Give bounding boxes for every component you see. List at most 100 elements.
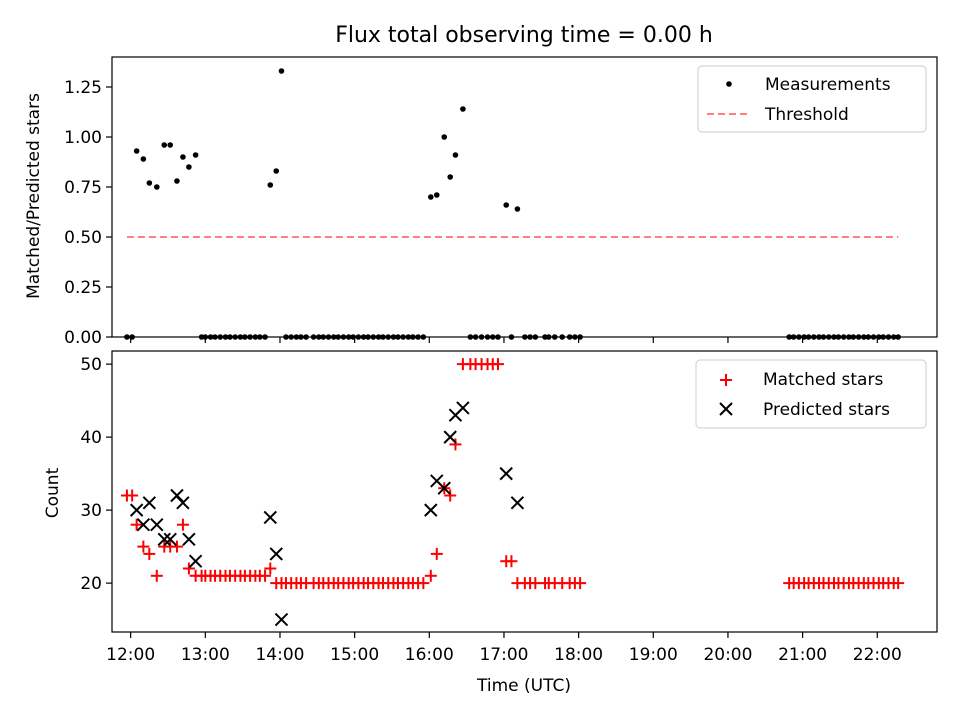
predicted-star-point xyxy=(499,466,513,481)
predicted-star-point xyxy=(176,496,190,510)
bottom-x-tick-label: 14:00 xyxy=(255,645,304,665)
legend-predicted-label: Predicted stars xyxy=(763,400,890,420)
matched-star-point xyxy=(417,577,430,590)
bottom-x-tick-label: 12:00 xyxy=(106,645,155,665)
top-y-ticks: 0.00 0.25 0.50 0.75 1.00 1.25 xyxy=(64,78,112,348)
predicted-star-point xyxy=(182,532,196,547)
legend-measurements-label: Measurements xyxy=(765,75,891,95)
predicted-star-point xyxy=(456,401,470,415)
bottom-y-axis-label: Count xyxy=(43,467,63,518)
top-y-axis-label: Matched/Predicted stars xyxy=(24,93,44,299)
predicted-star-point xyxy=(129,503,144,517)
matched-star-point xyxy=(126,489,139,502)
measurement-point xyxy=(267,182,274,188)
matched-star-point xyxy=(259,569,272,582)
bottom-panel: Count Time (UTC) 20 30 40 50 12:00 13:00 14:0… xyxy=(43,350,938,696)
matched-star-point xyxy=(137,540,150,553)
measurement-point xyxy=(167,142,174,148)
matched-star-point xyxy=(449,438,462,451)
measurement-point xyxy=(273,168,280,174)
measurement-point xyxy=(180,154,186,160)
matched-star-point xyxy=(176,518,189,531)
predicted-star-point xyxy=(510,496,525,510)
top-y-tick-label: 1.00 xyxy=(64,128,102,148)
matched-star-point xyxy=(130,518,143,531)
bottom-x-ticks: 12:00 13:00 14:00 15:00 16:00 17:00 18:00 19:00… xyxy=(106,632,902,665)
top-panel: Flux total observing time = 0.00 h Match… xyxy=(24,23,938,348)
top-y-tick-label: 0.25 xyxy=(64,278,102,298)
measurement-point xyxy=(441,134,448,140)
legend-matched-label: Matched stars xyxy=(763,370,883,390)
measurement-point xyxy=(133,148,140,154)
predicted-star-point xyxy=(274,612,289,627)
legend-threshold-label: Threshold xyxy=(764,105,849,125)
predicted-star-point xyxy=(263,510,277,525)
measurement-point xyxy=(153,184,160,190)
predicted-star-point xyxy=(142,496,157,510)
measurement-point xyxy=(447,174,454,180)
predicted-star-point xyxy=(424,503,438,517)
bottom-y-tick-label: 40 xyxy=(80,428,102,448)
top-legend: Measurements Threshold xyxy=(697,65,927,133)
bottom-legend-box xyxy=(695,359,927,429)
bottom-x-tick-label: 17:00 xyxy=(479,645,528,665)
bottom-x-tick-label: 22:00 xyxy=(853,645,902,665)
matched-star-point xyxy=(170,540,183,553)
bottom-y-tick-label: 20 xyxy=(80,574,102,594)
matched-star-point xyxy=(444,489,457,502)
predicted-star-point xyxy=(136,518,151,532)
bottom-x-tick-label: 19:00 xyxy=(629,645,678,665)
bottom-x-axis-label: Time (UTC) xyxy=(476,676,571,696)
bottom-x-tick-label: 20:00 xyxy=(703,645,752,665)
bottom-legend: Matched stars Predicted stars xyxy=(695,359,927,429)
bottom-x-tick-label: 16:00 xyxy=(405,645,454,665)
matched-star-point xyxy=(182,562,195,575)
measurement-point xyxy=(174,178,180,184)
measurement-point xyxy=(460,106,466,112)
matched-star-point xyxy=(892,577,905,590)
bottom-x-tick-label: 21:00 xyxy=(778,645,827,665)
predicted-stars-points xyxy=(129,401,525,627)
measurement-point xyxy=(433,192,440,198)
bottom-y-ticks: 20 30 40 50 xyxy=(80,355,112,594)
top-chart-title: Flux total observing time = 0.00 h xyxy=(335,23,713,48)
top-y-tick-label: 0.75 xyxy=(64,178,102,198)
measurement-point xyxy=(146,180,153,186)
legend-matched-marker xyxy=(720,374,732,386)
bottom-x-tick-label: 18:00 xyxy=(554,645,603,665)
top-plot-frame xyxy=(111,56,938,338)
top-y-tick-label: 0.00 xyxy=(64,328,102,348)
predicted-star-point xyxy=(443,430,457,444)
top-legend-box xyxy=(697,65,927,133)
matched-star-point xyxy=(574,577,587,590)
measurement-point xyxy=(192,152,199,158)
matched-stars-points xyxy=(120,358,905,590)
matched-star-point xyxy=(491,358,504,371)
bottom-y-tick-label: 50 xyxy=(80,355,102,375)
measurement-point xyxy=(161,142,168,148)
top-y-tick-label: 0.50 xyxy=(64,228,102,248)
predicted-star-point xyxy=(150,518,164,532)
predicted-star-point xyxy=(269,547,283,561)
predicted-star-point xyxy=(157,532,171,547)
matched-star-point xyxy=(424,569,437,582)
bottom-y-tick-label: 30 xyxy=(80,501,102,521)
measurement-point xyxy=(514,206,521,212)
measurement-point xyxy=(503,202,510,208)
top-x-ticks xyxy=(130,337,878,343)
measurement-point xyxy=(186,164,192,170)
matched-star-point xyxy=(505,555,518,568)
top-y-tick-label: 1.25 xyxy=(64,78,102,98)
bottom-x-tick-label: 15:00 xyxy=(330,645,379,665)
predicted-star-point xyxy=(437,481,451,495)
matched-star-point xyxy=(143,547,156,560)
predicted-star-point xyxy=(188,554,203,568)
measurement-point xyxy=(428,194,434,200)
predicted-star-point xyxy=(163,532,177,547)
legend-measurement-marker xyxy=(726,81,732,87)
measurement-point xyxy=(140,156,147,162)
legend-predicted-marker xyxy=(719,402,733,416)
measurement-point xyxy=(278,68,285,74)
matched-star-point xyxy=(430,547,443,560)
